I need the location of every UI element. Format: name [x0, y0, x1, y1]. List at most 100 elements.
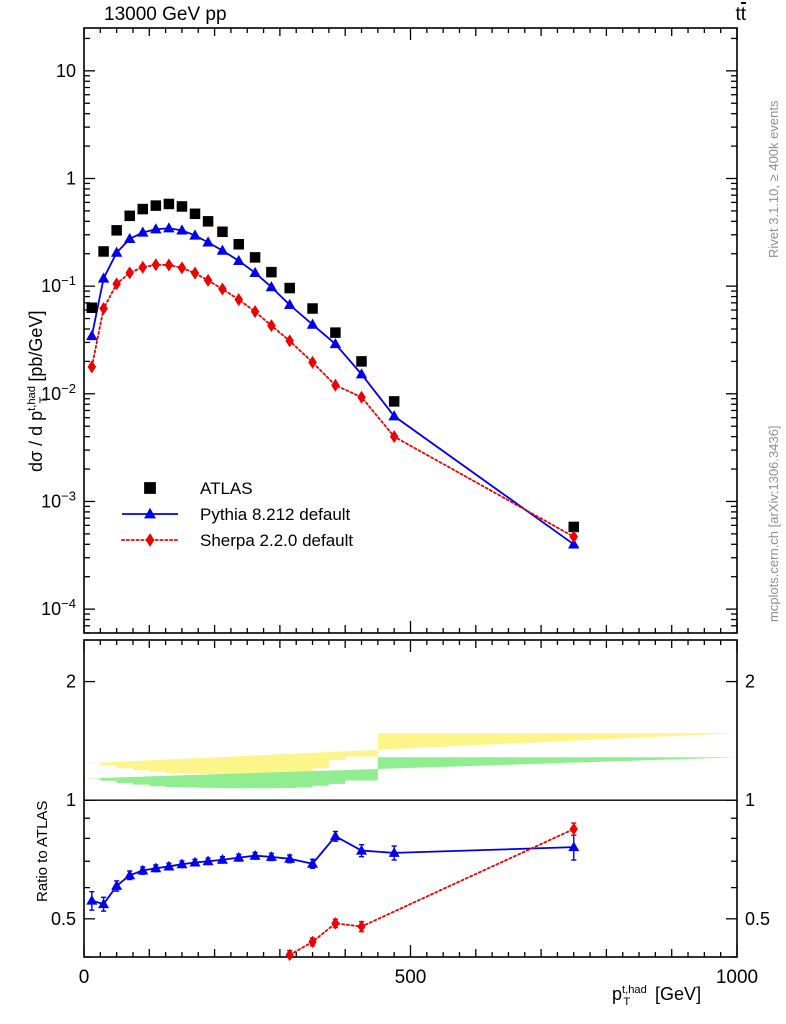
ratio-uncertainty-bands — [84, 733, 737, 801]
main-series-atlas — [86, 198, 579, 533]
y-tick-label-ratio-right: 1 — [745, 790, 755, 810]
marker-square — [124, 210, 135, 222]
marker-square — [284, 282, 295, 294]
marker-triangle — [150, 862, 162, 873]
marker-triangle — [568, 538, 580, 549]
marker-diamond — [357, 920, 366, 933]
header-right-label: tt — [735, 2, 747, 25]
marker-diamond — [87, 360, 97, 374]
marker-square — [307, 303, 318, 314]
marker-triangle — [163, 222, 175, 233]
marker-square — [356, 356, 367, 367]
marker-diamond — [285, 948, 294, 962]
main-series-sherpa — [87, 258, 579, 544]
marker-diamond — [331, 917, 340, 930]
marker-diamond — [569, 822, 578, 836]
marker-triangle — [163, 860, 175, 871]
marker-diamond — [267, 319, 276, 333]
marker-triangle — [306, 318, 319, 329]
legend-label: Sherpa 2.2.0 default — [200, 531, 353, 550]
marker-diamond — [145, 533, 155, 547]
marker-square — [150, 200, 162, 211]
marker-diamond — [203, 273, 213, 287]
marker-triangle — [249, 266, 261, 277]
marker-diamond — [177, 261, 187, 275]
marker-triangle — [265, 281, 278, 292]
marker-square — [568, 521, 579, 533]
x-tick-label: 500 — [395, 967, 427, 988]
marker-diamond — [250, 305, 260, 319]
legend-label: Pythia 8.212 default — [200, 505, 351, 524]
tbar-overline: t — [740, 2, 747, 25]
y-tick-label-main: 10−1 — [41, 273, 76, 296]
marker-diamond — [125, 266, 134, 280]
main-series-pythia — [86, 222, 580, 549]
marker-square — [233, 239, 245, 250]
marker-square — [388, 396, 400, 407]
x-axis-title-sup: t,had — [622, 984, 647, 996]
marker-diamond — [308, 355, 317, 369]
marker-triangle — [216, 244, 229, 255]
marker-square — [111, 225, 122, 236]
main-panel-background — [84, 28, 737, 957]
marker-diamond — [138, 260, 148, 274]
legend: ATLAS Pythia 8.212 default Sherpa 2.2.0 de… — [121, 479, 353, 550]
marker-triangle — [265, 851, 277, 861]
marker-triangle — [216, 854, 228, 864]
marker-triangle — [355, 368, 368, 379]
ratio-series-sherpa — [285, 822, 578, 962]
x-axis-title-sub: T — [623, 995, 631, 1008]
x-axis-title: pt,hadT [GeV] — [612, 984, 701, 1008]
marker-square — [176, 201, 188, 212]
marker-square — [144, 482, 156, 494]
y-tick-label-main: 10−2 — [41, 381, 76, 404]
marker-triangle — [189, 856, 201, 867]
y-tick-label-ratio-right: 0.5 — [745, 909, 770, 929]
marker-diamond — [164, 258, 174, 272]
x-axis-title-unit: [GeV] — [650, 984, 702, 1004]
marker-triangle — [283, 298, 296, 310]
marker-square — [98, 246, 109, 257]
axis-tick-labels: 10 1 10−1 10−2 10−3 10−4 2 2 1 1 0.5 0.5 0 500 1000 — [41, 61, 770, 988]
marker-square — [163, 198, 175, 210]
x-axis-title-base: p — [612, 984, 623, 1004]
marker-square — [86, 302, 98, 314]
marker-triangle — [176, 858, 188, 869]
marker-diamond — [331, 378, 340, 392]
marker-triangle — [233, 851, 245, 862]
main-panel-series — [86, 198, 580, 549]
marker-triangle — [137, 864, 149, 875]
marker-triangle — [356, 844, 368, 855]
marker-square — [217, 226, 228, 238]
marker-triangle — [110, 246, 123, 257]
y-tick-label-ratio-left: 2 — [66, 672, 76, 692]
marker-triangle — [86, 329, 98, 341]
marker-square — [202, 216, 214, 227]
y-tick-label-main: 10−3 — [41, 488, 76, 511]
marker-diamond — [285, 334, 294, 348]
ratio-series-pythia — [86, 830, 580, 912]
x-tick-label: 0 — [79, 967, 90, 988]
marker-square — [137, 203, 149, 215]
marker-triangle — [233, 254, 245, 265]
legend-entry-atlas: ATLAS — [144, 479, 253, 498]
marker-triangle — [150, 223, 162, 234]
marker-triangle — [86, 894, 98, 905]
marker-triangle — [137, 226, 149, 237]
marker-triangle — [202, 236, 214, 247]
marker-triangle — [144, 507, 156, 519]
main-panel-frame — [83, 27, 738, 634]
marker-triangle — [202, 855, 214, 866]
marker-square — [266, 266, 277, 278]
ratio-panel-series — [86, 822, 580, 962]
marker-diamond — [99, 302, 108, 316]
marker-diamond — [112, 277, 121, 291]
marker-triangle — [388, 847, 400, 857]
marker-triangle — [388, 410, 400, 421]
marker-triangle — [123, 232, 136, 244]
marker-triangle — [176, 224, 188, 235]
marker-diamond — [308, 935, 317, 949]
marker-diamond — [569, 530, 579, 544]
